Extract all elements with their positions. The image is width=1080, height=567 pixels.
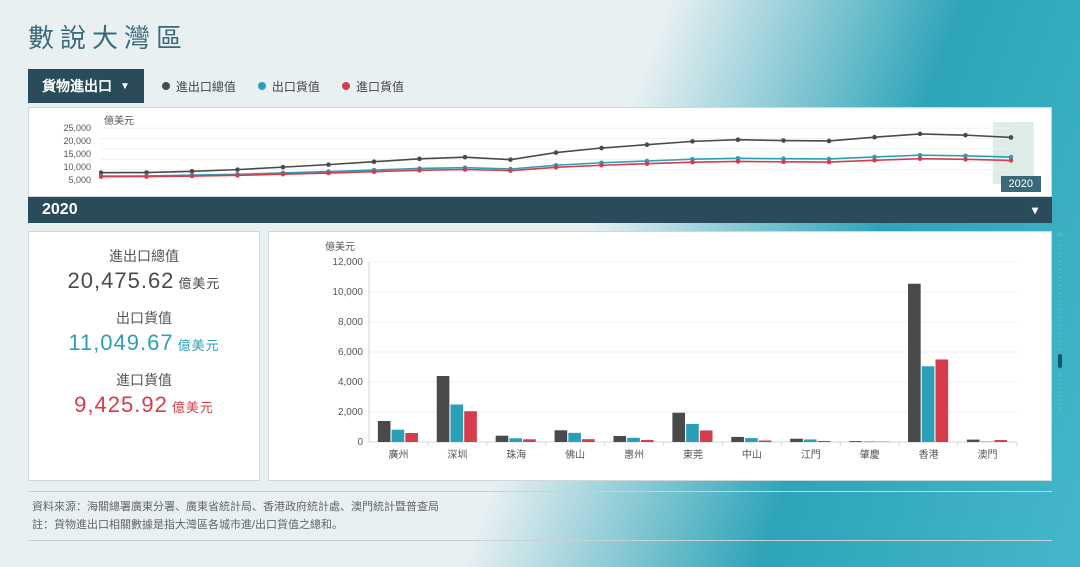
svg-text:4,000: 4,000 xyxy=(338,377,363,388)
svg-text:廣州: 廣州 xyxy=(388,448,408,461)
year-bar-label: 2020 xyxy=(42,201,78,219)
barchart-svg: 0 2,000 4,000 6,000 8,000 10,000 12,000 廣州 深圳 珠海 佛… xyxy=(325,240,1025,466)
side-rail xyxy=(1056,230,1064,412)
arrow-up-icon[interactable] xyxy=(1056,230,1064,236)
svg-text:中山: 中山 xyxy=(742,448,762,461)
stats-panel: 進出口總值 20,475.62億美元出口貨值 11,049.67億美元進口貨值 … xyxy=(28,231,260,481)
legend-item[interactable]: 出口貨值 xyxy=(258,78,320,95)
svg-text:10,000: 10,000 xyxy=(332,287,363,298)
overview-year-chip[interactable]: 2020 xyxy=(1001,176,1041,192)
svg-text:6,000: 6,000 xyxy=(338,347,363,358)
rail-dotline xyxy=(1059,240,1061,350)
stat-value: 20,475.62億美元 xyxy=(39,268,249,294)
stat-value: 11,049.67億美元 xyxy=(39,330,249,356)
rail-marker[interactable] xyxy=(1058,354,1062,368)
svg-text:澳門: 澳門 xyxy=(978,448,998,461)
stat-block: 進口貨值 9,425.92億美元 xyxy=(39,370,249,418)
footer-source: 資料來源：海關總署廣東分署、廣東省統計局、香港政府統計處、澳門統計暨普查局 xyxy=(32,498,1048,516)
top-controls: 貨物進出口 ▼ 進出口總值 出口貨值 進口貨值 xyxy=(28,69,1052,103)
legend-item[interactable]: 進口貨值 xyxy=(342,78,404,95)
legend: 進出口總值 出口貨值 進口貨值 xyxy=(162,78,404,95)
overview-unit: 億美元 xyxy=(104,112,134,127)
barchart-unit: 億美元 xyxy=(325,238,355,253)
filter-icon[interactable]: ▾ xyxy=(1032,203,1038,217)
svg-text:8,000: 8,000 xyxy=(338,317,363,328)
svg-text:肇慶: 肇慶 xyxy=(860,448,880,461)
barchart-panel: 億美元 0 2,000 4,000 6,000 8,000 10,000 12,000 廣州 深… xyxy=(268,231,1052,481)
overview-svg[interactable] xyxy=(99,112,1039,186)
footer-notes: 資料來源：海關總署廣東分署、廣東省統計局、香港政府統計處、澳門統計暨普查局 註：… xyxy=(28,491,1052,541)
stat-block: 出口貨值 11,049.67億美元 xyxy=(39,308,249,356)
overview-yticks: 25,00020,00015,00010,0005,000 xyxy=(51,122,91,187)
stat-value: 9,425.92億美元 xyxy=(39,392,249,418)
svg-text:12,000: 12,000 xyxy=(332,257,363,268)
metric-dropdown-label: 貨物進出口 xyxy=(42,76,112,96)
svg-text:0: 0 xyxy=(357,437,363,448)
metric-dropdown[interactable]: 貨物進出口 ▼ xyxy=(28,69,144,103)
svg-text:香港: 香港 xyxy=(919,449,939,461)
svg-text:深圳: 深圳 xyxy=(447,449,467,461)
stat-label: 進口貨值 xyxy=(39,370,249,390)
chevron-down-icon: ▼ xyxy=(120,81,130,92)
svg-text:江門: 江門 xyxy=(801,449,821,461)
svg-text:珠海: 珠海 xyxy=(506,448,526,461)
legend-item[interactable]: 進出口總值 xyxy=(162,78,236,95)
svg-text:東莞: 東莞 xyxy=(683,448,703,461)
svg-text:2,000: 2,000 xyxy=(338,407,363,418)
stat-label: 出口貨值 xyxy=(39,308,249,328)
overview-chart-panel: 億美元 25,00020,00015,00010,0005,000 2020 xyxy=(28,107,1052,197)
page-title: 數說大灣區 xyxy=(28,18,1052,55)
stat-block: 進出口總值 20,475.62億美元 xyxy=(39,246,249,294)
stat-label: 進出口總值 xyxy=(39,246,249,266)
footer-note: 註：貨物進出口相關數據是指大灣區各城市進/出口貨值之總和。 xyxy=(32,516,1048,534)
svg-text:惠州: 惠州 xyxy=(624,448,644,461)
svg-text:佛山: 佛山 xyxy=(565,448,585,461)
year-bar: 2020 ▾ xyxy=(28,197,1052,223)
rail-dotline xyxy=(1059,372,1061,412)
